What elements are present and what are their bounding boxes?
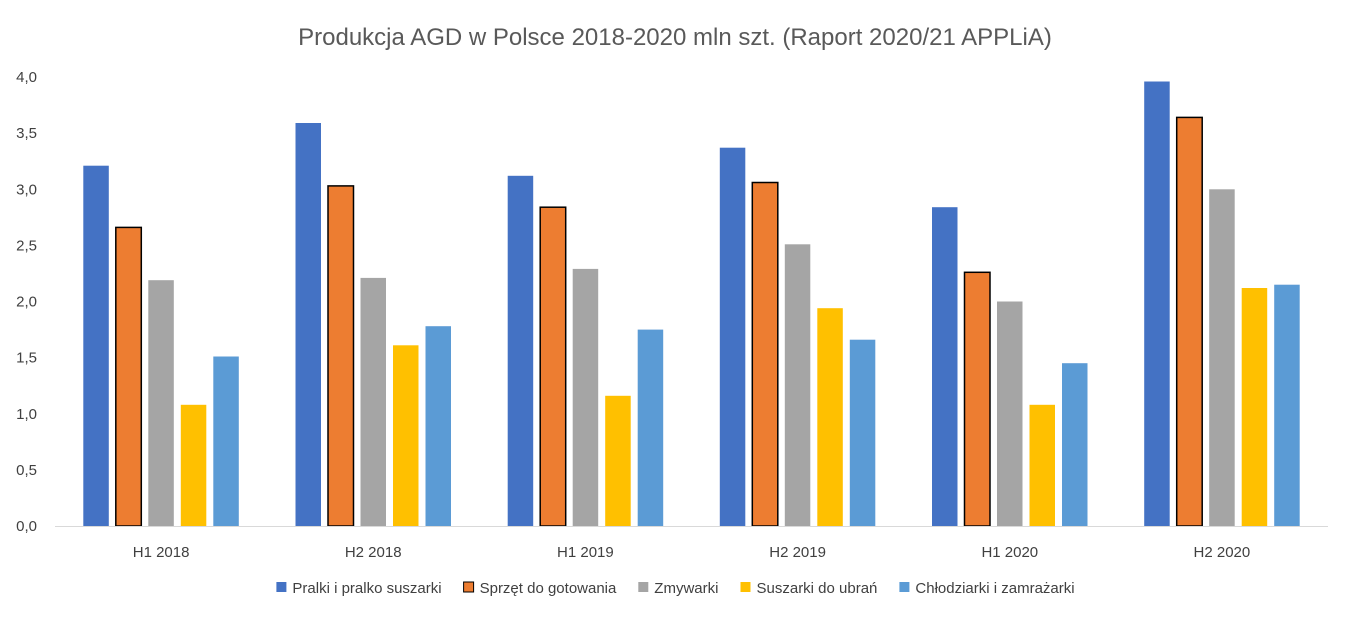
legend-item: Chłodziarki i zamrażarki <box>899 580 1075 597</box>
bar-5-h2-2018 <box>425 326 451 526</box>
y-tick-label: 3,0 <box>16 181 37 198</box>
bar-1-h1-2020 <box>932 207 958 526</box>
legend-label: Chłodziarki i zamrażarki <box>915 580 1074 597</box>
x-category-label: H2 2018 <box>345 544 402 561</box>
bar-4-h2-2019 <box>817 308 843 526</box>
legend-swatch <box>899 582 910 592</box>
bar-1-h2-2018 <box>295 123 321 526</box>
bar-2-h2-2019 <box>751 181 779 527</box>
bar-2-h1-2020 <box>963 271 991 527</box>
bar-3-h2-2018 <box>360 277 386 526</box>
bar-4-h1-2019 <box>605 395 631 526</box>
bars-group <box>83 81 1300 527</box>
bar-2-h2-2020 <box>1175 116 1203 527</box>
legend-item: Zmywarki <box>638 580 718 597</box>
legend-label: Pralki i pralko suszarki <box>292 580 441 597</box>
y-axis-ticks: 0,0 0,5 1,0 1,5 2,0 2,5 3,0 3,5 4,0 <box>16 69 37 535</box>
bar-3-h1-2019 <box>572 268 599 526</box>
x-category-label: H1 2018 <box>133 544 190 561</box>
bar-5-h2-2020 <box>1274 284 1300 526</box>
bar-5-h1-2019 <box>637 329 664 526</box>
bar-2-h1-2018 <box>115 226 143 527</box>
y-tick-label: 4,0 <box>16 69 37 86</box>
x-category-label: H1 2019 <box>557 544 614 561</box>
bar-3-h1-2018 <box>148 280 174 526</box>
bar-3-h2-2020 <box>1209 189 1235 527</box>
bar-5-h1-2020 <box>1062 363 1088 526</box>
bar-2-h2-2018 <box>327 185 355 527</box>
bar-4-h1-2020 <box>1029 404 1055 526</box>
legend-item: Suszarki do ubrań <box>740 580 878 597</box>
x-category-label: H2 2019 <box>769 544 826 561</box>
bar-3-h1-2020 <box>997 301 1023 526</box>
bar-2-h1-2019 <box>539 206 567 527</box>
y-tick-label: 0,0 <box>16 518 37 535</box>
legend-item: Pralki i pralko suszarki <box>276 580 442 597</box>
bar-5-h1-2018 <box>213 356 239 526</box>
y-tick-label: 2,5 <box>16 237 37 254</box>
bar-1-h2-2019 <box>719 147 746 526</box>
x-category-label: H2 2020 <box>1194 544 1251 561</box>
bar-4-h1-2018 <box>180 404 207 526</box>
y-tick-label: 3,5 <box>16 125 37 142</box>
legend-item: Sprzęt do gotowania <box>463 580 617 597</box>
y-tick-label: 0,5 <box>16 462 37 479</box>
bar-1-h1-2019 <box>507 175 534 527</box>
bar-1-h2-2020 <box>1144 81 1170 526</box>
legend-label: Sprzęt do gotowania <box>480 580 617 597</box>
bar-3-h2-2019 <box>784 244 811 527</box>
legend-label: Suszarki do ubrań <box>757 580 878 597</box>
x-axis-labels: H1 2018 H2 2018 H1 2019 H2 2019 H1 2020 H2 20… <box>133 544 1251 561</box>
bar-4-h2-2018 <box>393 345 419 526</box>
legend-swatch <box>463 581 475 593</box>
x-category-label: H1 2020 <box>981 544 1038 561</box>
bar-4-h2-2020 <box>1241 288 1268 526</box>
legend: Pralki i pralko suszarki Sprzęt do gotowa… <box>276 580 1075 597</box>
y-tick-label: 1,0 <box>16 406 37 423</box>
legend-swatch <box>740 582 751 592</box>
chart-title: Produkcja AGD w Polsce 2018-2020 mln szt… <box>298 24 1052 51</box>
y-tick-label: 2,0 <box>16 294 37 311</box>
y-tick-label: 1,5 <box>16 350 37 367</box>
legend-label: Zmywarki <box>654 580 718 597</box>
bar-5-h2-2019 <box>849 339 876 526</box>
bar-1-h1-2018 <box>83 165 109 526</box>
legend-swatch <box>276 582 287 592</box>
legend-swatch <box>638 582 649 592</box>
